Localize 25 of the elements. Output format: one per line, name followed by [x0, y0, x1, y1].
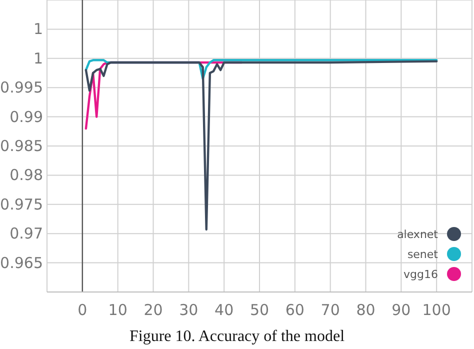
line-series: [84, 60, 438, 231]
x-tick-label: 70: [320, 301, 340, 319]
y-tick-label: 1: [33, 20, 43, 38]
x-tick-label: 40: [214, 301, 234, 319]
x-tick-label: 50: [250, 301, 270, 319]
x-tick-label: 30: [179, 301, 198, 319]
x-tick-label: 80: [356, 301, 376, 319]
y-tick-label: 0.99: [10, 108, 43, 126]
x-tick-label: 20: [144, 301, 163, 319]
y-tick-label: 0.975: [0, 195, 43, 214]
x-tick-label: 0: [78, 301, 88, 319]
x-tick-label: 90: [392, 301, 411, 319]
x-tick-label: 10: [108, 301, 128, 319]
caption: Figure 10. Accuracy of the model: [129, 328, 346, 345]
y-tick-label: 0.985: [0, 137, 43, 155]
y-tick-label: 1: [33, 49, 43, 68]
legend-label: alexnet: [397, 228, 439, 241]
y-tick-label: 0.995: [0, 78, 43, 97]
y-tick-label: 0.98: [10, 166, 43, 184]
y-tick-label: 0.97: [10, 224, 43, 243]
x-tick-label: 60: [285, 301, 304, 319]
x-tick-label: 100: [422, 301, 451, 319]
y-tick-label: 0.965: [0, 254, 43, 272]
legend-label: vgg16: [404, 268, 438, 281]
legend-label: senet: [407, 248, 439, 261]
